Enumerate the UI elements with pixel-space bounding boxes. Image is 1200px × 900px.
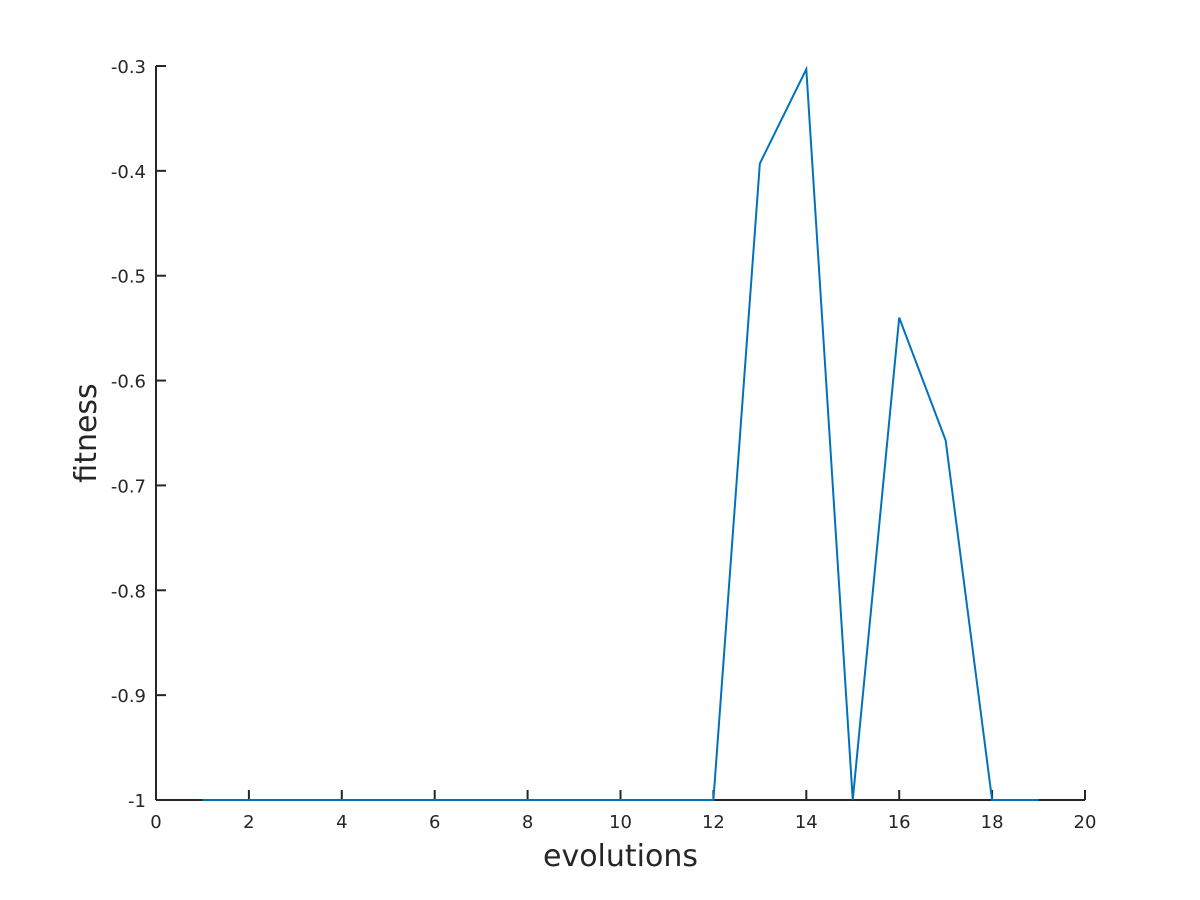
x-tick-label: 18 xyxy=(981,812,1004,833)
series-line xyxy=(202,65,1039,801)
x-tick-label: 20 xyxy=(1074,812,1097,833)
x-tick-label: 10 xyxy=(609,812,632,833)
x-tick-label: 16 xyxy=(888,812,911,833)
x-tick-label: 2 xyxy=(243,812,254,833)
y-axis-title: fitness xyxy=(69,383,104,482)
y-tick-label: -1 xyxy=(128,791,146,812)
y-tick-label: -0.7 xyxy=(111,476,146,497)
x-tick-label: 6 xyxy=(429,812,440,833)
y-tick-label: -0.9 xyxy=(111,686,146,707)
y-tick-label: -0.6 xyxy=(111,372,146,393)
y-tick-label: -0.5 xyxy=(111,267,146,288)
y-tick-label: -0.3 xyxy=(111,57,146,78)
y-tick-label: -0.8 xyxy=(111,581,146,602)
x-tick-label: 8 xyxy=(522,812,533,833)
x-tick-label: 12 xyxy=(702,812,725,833)
x-axis-title: evolutions xyxy=(543,839,698,874)
x-tick-label: 14 xyxy=(795,812,818,833)
y-tick-label: -0.4 xyxy=(111,162,146,183)
axes-layer xyxy=(155,66,1085,801)
series-layer xyxy=(202,65,1039,801)
x-tick-label: 4 xyxy=(336,812,347,833)
x-tick-label: 0 xyxy=(150,812,161,833)
ticks-layer: 0 2 4 6 8 10 12 14 16 18 20 -1 -0.9 -0.8 -0.7 -0.6 -0.5 -… xyxy=(111,57,1097,833)
